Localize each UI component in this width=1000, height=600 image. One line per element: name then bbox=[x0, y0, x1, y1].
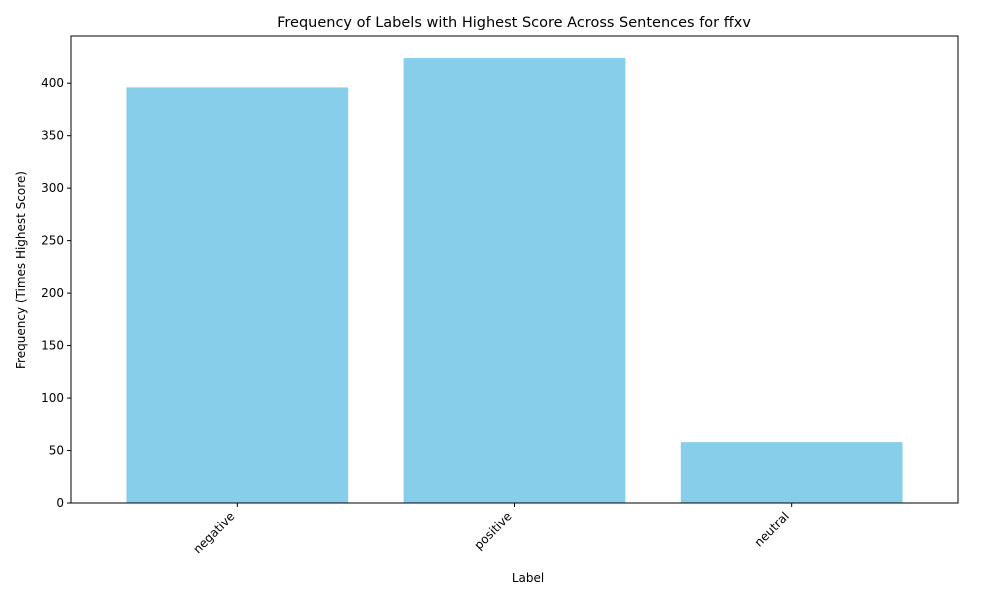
bar-negative bbox=[126, 87, 349, 503]
y-axis-label: Frequency (Times Highest Score) bbox=[14, 171, 28, 369]
bar-positive bbox=[403, 58, 626, 503]
y-tick-label: 0 bbox=[56, 496, 64, 510]
y-tick-label: 150 bbox=[41, 339, 64, 353]
plot-frame bbox=[70, 35, 959, 504]
bar-neutral bbox=[680, 442, 903, 503]
chart-title: Frequency of Labels with Highest Score A… bbox=[277, 15, 751, 31]
y-tick-label: 100 bbox=[41, 391, 64, 405]
y-tick-label: 350 bbox=[41, 129, 64, 143]
y-tick-label: 200 bbox=[41, 286, 64, 300]
x-axis-label: Label bbox=[512, 571, 544, 585]
y-tick-label: 250 bbox=[41, 234, 64, 248]
y-tick-label: 400 bbox=[41, 76, 64, 90]
y-tick-label: 300 bbox=[41, 181, 64, 195]
y-tick-label: 50 bbox=[49, 444, 64, 458]
